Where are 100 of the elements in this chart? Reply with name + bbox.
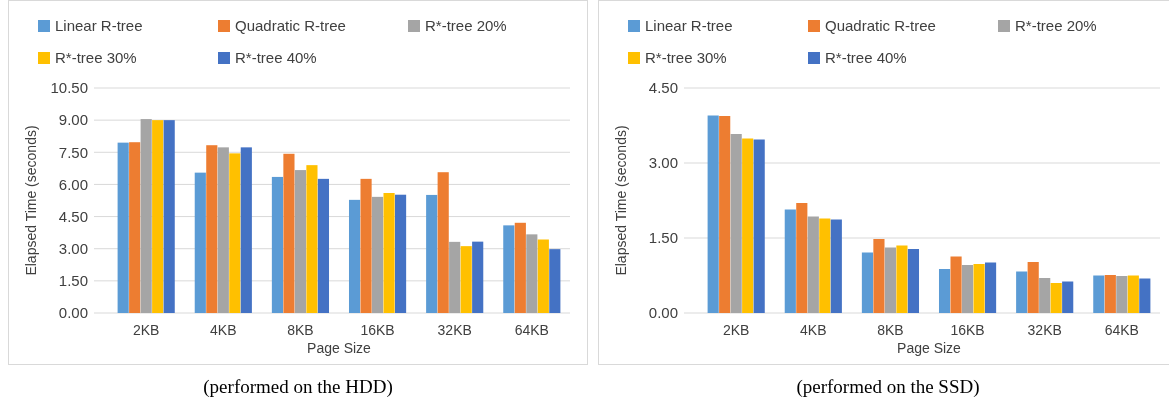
bar [437,172,449,313]
x-tick-label: 16KB [360,322,395,338]
bar [819,218,831,313]
y-tick-label: 0.00 [58,304,88,322]
bar [1093,275,1105,313]
x-axis-title: Page Size [897,340,962,356]
bar [1016,271,1028,313]
x-tick-label: 32KB [437,322,472,338]
bar [707,115,719,313]
y-tick-label: 10.50 [50,79,88,97]
bar [514,222,526,313]
bar [1039,278,1051,313]
bar [884,247,897,313]
bar [503,225,515,313]
y-tick-label: 0.00 [648,304,678,322]
y-axis-title: Elapsed Time (seconds) [613,125,629,276]
x-tick-label: 4KB [800,322,827,338]
bar [283,153,295,313]
bar [1050,283,1062,313]
bar [194,172,206,313]
y-tick-label: 4.50 [58,207,88,225]
bar [317,178,330,313]
y-tick-label: 6.00 [58,175,88,193]
bar [348,199,361,313]
bar [1139,278,1151,313]
bar [449,241,461,313]
bar [537,239,549,313]
legend-label: R*-tree 20% [1015,17,1097,34]
bar [896,245,908,313]
bar [861,252,874,313]
bar [742,138,754,313]
text: (performed on the HDD) [203,376,393,398]
legend-label: Linear R-tree [55,17,143,34]
bar [217,147,229,313]
x-tick-label: 8KB [877,322,904,338]
bar [140,119,152,313]
x-tick-label: 2KB [722,322,750,338]
x-tick-label: 8KB [287,322,314,338]
bar [973,264,985,313]
bar [1104,275,1116,313]
bar [306,165,318,313]
bar [371,196,384,313]
legend-label: Linear R-tree [645,17,733,34]
bar [938,269,951,313]
bar [796,203,808,313]
bar [961,265,974,313]
y-tick-label: 3.00 [58,239,88,257]
bar [950,256,962,313]
bar [163,120,175,313]
bar [394,194,407,313]
bar [549,249,561,313]
legend-label: Quadratic R-tree [825,17,936,34]
bar [271,176,284,313]
x-tick-label: 32KB [1027,322,1062,338]
legend-label: R*-tree 40% [825,49,907,66]
bar [730,134,742,313]
y-tick-label: 1.50 [648,229,678,247]
y-tick-label: 3.00 [648,154,678,172]
bar [1116,276,1128,313]
bar [984,262,997,313]
bar [784,209,796,313]
bar [240,147,252,313]
legend-label: R*-tree 20% [425,17,507,34]
bar [1027,262,1039,313]
bar [907,249,920,313]
bar [719,116,731,313]
text: (performed on the SSD) [796,376,980,398]
legend-label: R*-tree 30% [645,49,727,66]
bar [472,241,484,313]
bar [830,219,842,313]
bar [360,178,372,313]
bar [152,120,164,313]
bar [1127,275,1139,313]
bar [807,216,819,313]
bar [753,139,765,313]
bar [526,234,538,313]
x-tick-label: 4KB [210,322,237,338]
bar [383,193,395,313]
legend-label: Quadratic R-tree [235,17,346,34]
legend-label: R*-tree 40% [235,49,317,66]
x-tick-label: 64KB [1104,322,1139,338]
legend-label: R*-tree 30% [55,49,137,66]
y-tick-label: 7.50 [58,143,88,161]
bar [426,194,438,313]
y-tick-label: 4.50 [648,79,678,97]
bar [129,142,141,313]
bar [117,142,129,313]
bar [229,153,241,313]
y-tick-label: 1.50 [58,272,88,290]
bar [206,145,218,313]
bar [294,170,307,313]
x-tick-label: 64KB [514,322,549,338]
x-axis-title: Page Size [307,340,372,356]
x-tick-label: 16KB [950,322,985,338]
bar [1062,281,1074,313]
y-tick-label: 9.00 [58,111,88,129]
bar [460,246,472,313]
y-axis-title: Elapsed Time (seconds) [23,125,39,276]
bar [873,239,885,313]
x-tick-label: 2KB [132,322,160,338]
